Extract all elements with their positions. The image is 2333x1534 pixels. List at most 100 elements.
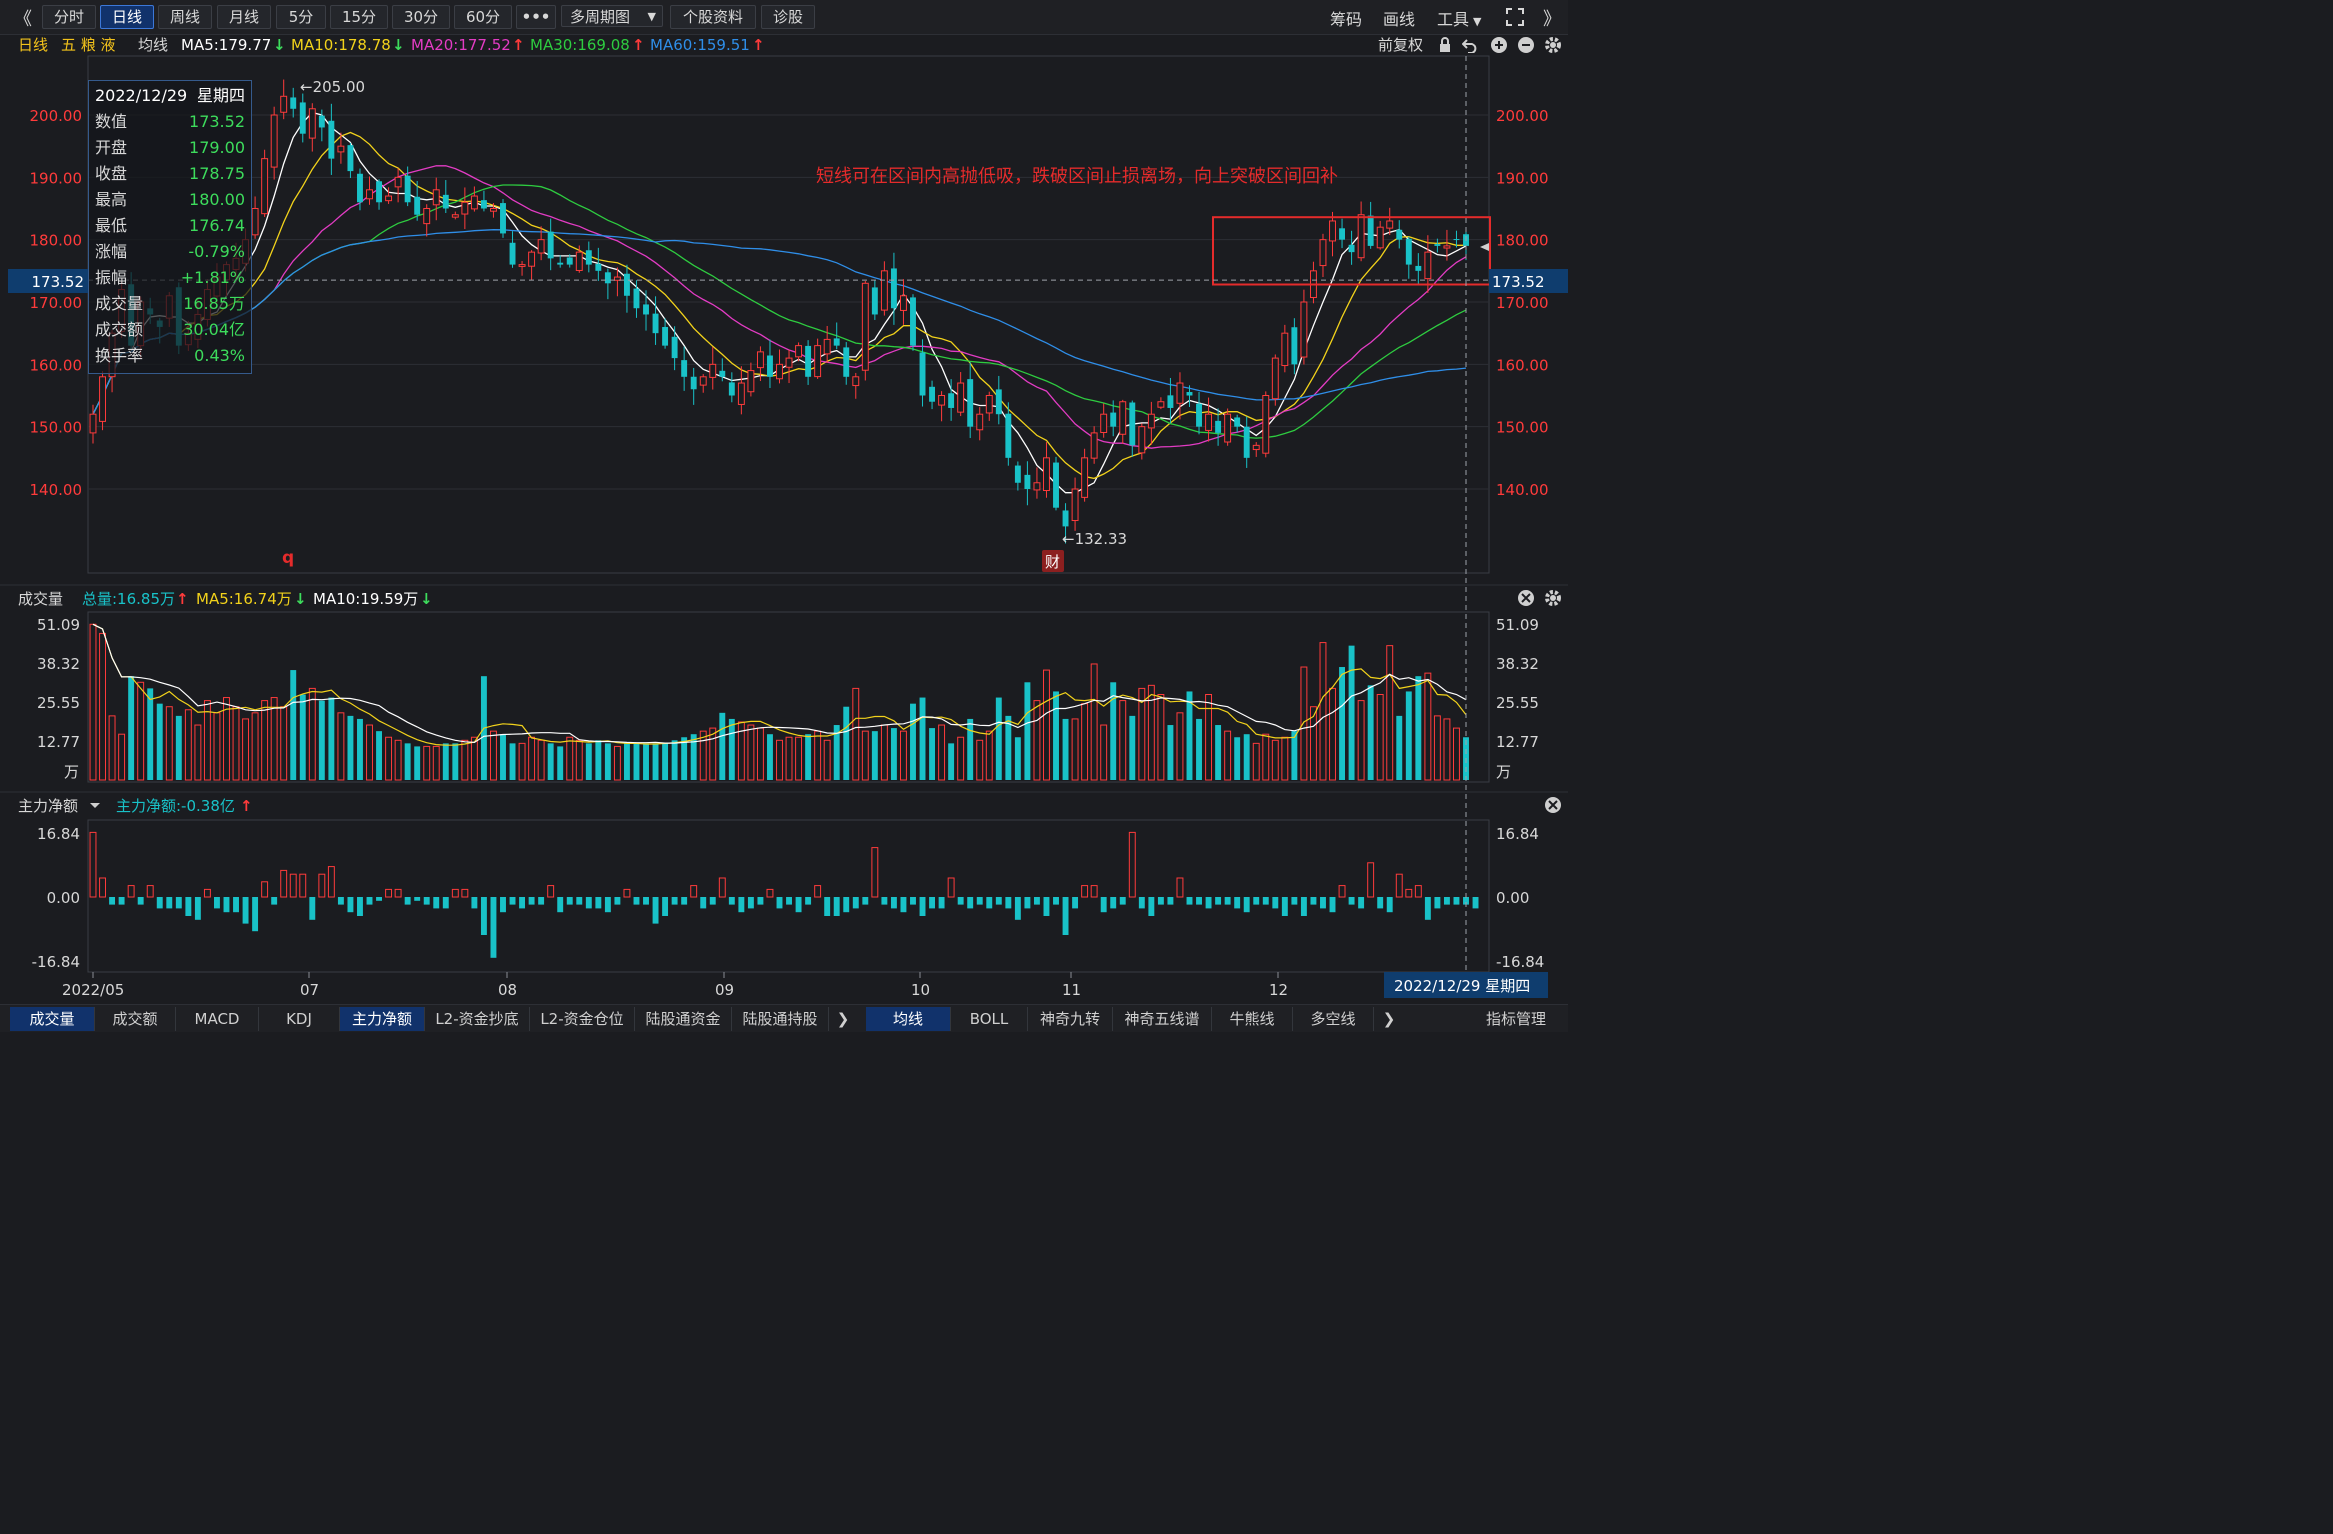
period-tab-5min[interactable]: 5分 xyxy=(276,5,326,29)
flow-bar-negative xyxy=(1281,897,1288,917)
strategy-annotation: 短线可在区间内高抛低吸，跌破区间止损离场，向上突破区间回补 xyxy=(816,166,1338,187)
close-panel-icon[interactable] xyxy=(1518,590,1534,606)
volume-bar xyxy=(1281,736,1289,781)
period-tab-weekly[interactable]: 周线 xyxy=(158,5,212,29)
flow-bar-positive xyxy=(318,873,326,898)
flow-bar-negative xyxy=(538,897,545,905)
x-axis-label: 11 xyxy=(1062,981,1081,999)
candle-body xyxy=(1424,251,1432,280)
tab-l2-bottom[interactable]: L2-资金抄底 xyxy=(425,1007,530,1031)
diagnose-button[interactable]: 诊股 xyxy=(761,5,815,29)
q-marker[interactable]: q xyxy=(282,548,294,568)
chips-button[interactable]: 筹码 xyxy=(1330,10,1363,29)
volume-ma10: MA10:19.59万 xyxy=(313,590,418,608)
candle-body xyxy=(737,382,745,405)
flow-bar-negative xyxy=(1310,897,1317,905)
volume-panel-frame xyxy=(87,611,1490,783)
ma-label: 均线 xyxy=(138,36,169,54)
expand-icon[interactable] xyxy=(1506,8,1524,26)
close-panel-icon[interactable] xyxy=(1545,797,1561,813)
volume-bar xyxy=(1405,691,1412,780)
flow-bar-negative xyxy=(185,897,192,917)
more-periods-button[interactable]: ••• xyxy=(516,5,556,29)
tab-turnover[interactable]: 成交额 xyxy=(95,1007,176,1031)
volume-bar xyxy=(184,709,192,781)
volume-bar xyxy=(385,736,393,781)
candle-body xyxy=(385,195,393,202)
tools-button[interactable]: 工具 ▼ xyxy=(1437,6,1481,30)
volume-bar xyxy=(1319,642,1327,781)
volume-bar xyxy=(823,739,831,781)
flow-bar-negative xyxy=(1443,897,1450,905)
volume-bar xyxy=(1062,718,1069,780)
period-tab-15min[interactable]: 15分 xyxy=(330,5,388,29)
chevron-down-icon[interactable] xyxy=(90,803,100,808)
period-tab-60min[interactable]: 60分 xyxy=(454,5,512,29)
flow-bar-negative xyxy=(500,897,506,913)
adjust-button[interactable]: 前复权 xyxy=(1378,36,1424,54)
period-tab-fenshi[interactable]: 分时 xyxy=(42,5,96,29)
down-arrow-icon: ↓ xyxy=(420,590,433,608)
zoom-in-icon[interactable] xyxy=(1490,36,1508,54)
draw-button[interactable]: 画线 xyxy=(1383,10,1416,29)
undo-icon[interactable] xyxy=(1462,37,1480,53)
volume-bar xyxy=(99,632,106,781)
volume-bar xyxy=(1033,700,1041,781)
candle-body xyxy=(604,272,611,284)
flow-bar-negative xyxy=(862,897,869,905)
tab-long-short[interactable]: 多空线 xyxy=(1293,1007,1374,1031)
tab-boll[interactable]: BOLL xyxy=(951,1007,1028,1031)
flow-bar-negative xyxy=(557,897,564,913)
flow-bar-negative xyxy=(1262,897,1269,905)
candle-body xyxy=(1367,215,1374,246)
flow-bar-negative xyxy=(757,897,764,905)
tab-main-net-flow[interactable]: 主力净额 xyxy=(340,1007,425,1031)
ma30-value: MA30:169.08 xyxy=(530,36,630,54)
candle-body xyxy=(613,276,621,281)
tab-td9[interactable]: 神奇九转 xyxy=(1028,1007,1113,1031)
tab-l2-position[interactable]: L2-资金仓位 xyxy=(530,1007,635,1031)
flow-bar-positive xyxy=(289,873,297,898)
multi-period-label: 多周期图 xyxy=(570,8,631,26)
tab-northbound-holding[interactable]: 陆股通持股 xyxy=(732,1007,829,1031)
period-tab-daily[interactable]: 日线 xyxy=(100,5,154,29)
settings-gear-icon[interactable] xyxy=(1544,36,1562,54)
multi-period-dropdown[interactable]: 多周期图 ▼ xyxy=(561,5,663,27)
flow-tick-label-left: 0.00 xyxy=(47,889,80,907)
volume-bar xyxy=(1291,731,1298,780)
flow-title[interactable]: 主力净额 xyxy=(18,797,78,815)
info-date: 2022/12/29 xyxy=(95,86,188,105)
candle-body xyxy=(557,262,564,265)
lock-icon[interactable] xyxy=(1438,37,1452,53)
tab-macd[interactable]: MACD xyxy=(176,1007,259,1031)
tab-volume[interactable]: 成交量 xyxy=(10,1007,95,1031)
tab-northbound-flow[interactable]: 陆股通资金 xyxy=(635,1007,732,1031)
cursor-price-tag-right xyxy=(1489,269,1568,293)
tab-ma-overlay[interactable]: 均线 xyxy=(866,1007,951,1031)
flow-bar-negative xyxy=(1205,897,1212,909)
nav-back-icon[interactable]: 《 xyxy=(14,9,32,30)
nav-forward-icon[interactable]: 》 xyxy=(1543,9,1561,30)
volume-tick-label-right: 25.55 xyxy=(1496,694,1539,712)
period-tab-30min[interactable]: 30分 xyxy=(392,5,450,29)
volume-bar xyxy=(128,676,135,780)
zoom-out-icon[interactable] xyxy=(1517,36,1535,54)
period-tab-monthly[interactable]: 月线 xyxy=(217,5,271,29)
settings-gear-icon[interactable] xyxy=(1545,590,1561,606)
tab-kdj[interactable]: KDJ xyxy=(259,1007,340,1031)
volume-bar xyxy=(985,730,993,781)
up-arrow-icon: ↑ xyxy=(752,36,765,54)
info-label: 最低 xyxy=(95,216,128,235)
indicator-manage-button[interactable]: 指标管理 xyxy=(1485,1010,1546,1028)
volume-bar xyxy=(261,700,269,781)
flow-bar-positive xyxy=(1338,885,1346,898)
tabs-scroll-right-icon[interactable]: ❯ xyxy=(1382,1010,1396,1028)
candle-body xyxy=(929,386,936,402)
stock-info-button[interactable]: 个股资料 xyxy=(670,5,756,29)
ma10-value: MA10:178.78 xyxy=(291,36,391,54)
tabs-scroll-right-icon[interactable]: ❯ xyxy=(836,1010,850,1028)
volume-bar xyxy=(203,700,211,781)
earnings-marker-box[interactable] xyxy=(1042,550,1064,572)
tab-magic-five[interactable]: 神奇五线谱 xyxy=(1113,1007,1212,1031)
tab-bull-bear[interactable]: 牛熊线 xyxy=(1212,1007,1293,1031)
